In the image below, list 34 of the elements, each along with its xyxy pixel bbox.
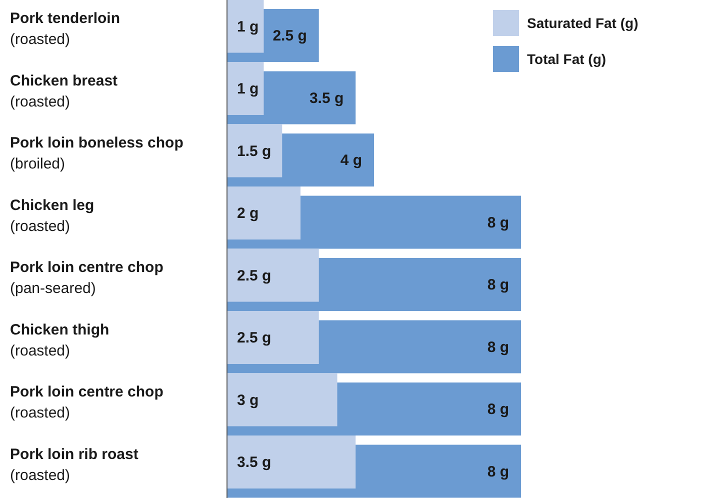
data-label: 2.5 g <box>272 28 307 44</box>
bar <box>227 0 264 53</box>
data-label: 3.5 g <box>237 454 272 471</box>
bar <box>227 373 338 426</box>
bar <box>227 248 319 302</box>
y-tick-label: Pork tenderloin (roasted) <box>10 10 120 48</box>
bar <box>227 436 356 488</box>
data-label: 4 g <box>340 152 362 169</box>
bar <box>227 124 282 178</box>
y-tick-label: Pork loin centre chop (roasted) <box>10 384 164 422</box>
data-label: 2.5 g <box>237 267 272 284</box>
bar <box>227 311 319 364</box>
legend-label: Total Fat (g) <box>526 50 608 69</box>
y-tick-label: Chicken thigh (roasted) <box>10 321 110 360</box>
data-label: 1 g <box>237 18 259 36</box>
data-label: 3 g <box>237 392 259 409</box>
y-tick-label: Pork loin centre chop (pan-seared) <box>10 259 164 298</box>
data-label: 8 g <box>487 338 509 356</box>
data-label: 1 g <box>237 80 259 98</box>
data-label: 2.5 g <box>237 330 272 346</box>
data-label: 3.5 g <box>309 90 344 107</box>
bar <box>227 62 264 115</box>
data-label: 8 g <box>487 463 509 480</box>
y-tick-label: Chicken breast (roasted) <box>10 72 118 110</box>
data-label: 8 g <box>487 214 509 232</box>
data-label: 1.5 g <box>237 142 272 160</box>
data-label: 8 g <box>487 276 509 294</box>
data-label: 2 g <box>237 205 259 222</box>
y-tick-label: Pork loin boneless chop (broiled) <box>10 134 184 173</box>
data-label: 8 g <box>487 401 509 418</box>
y-tick-label: Chicken leg (roasted) <box>10 196 94 235</box>
y-tick-label: Pork loin rib roast (roasted) <box>10 446 138 484</box>
bar <box>227 186 300 240</box>
legend-label: Saturated Fat (g) <box>526 14 640 33</box>
